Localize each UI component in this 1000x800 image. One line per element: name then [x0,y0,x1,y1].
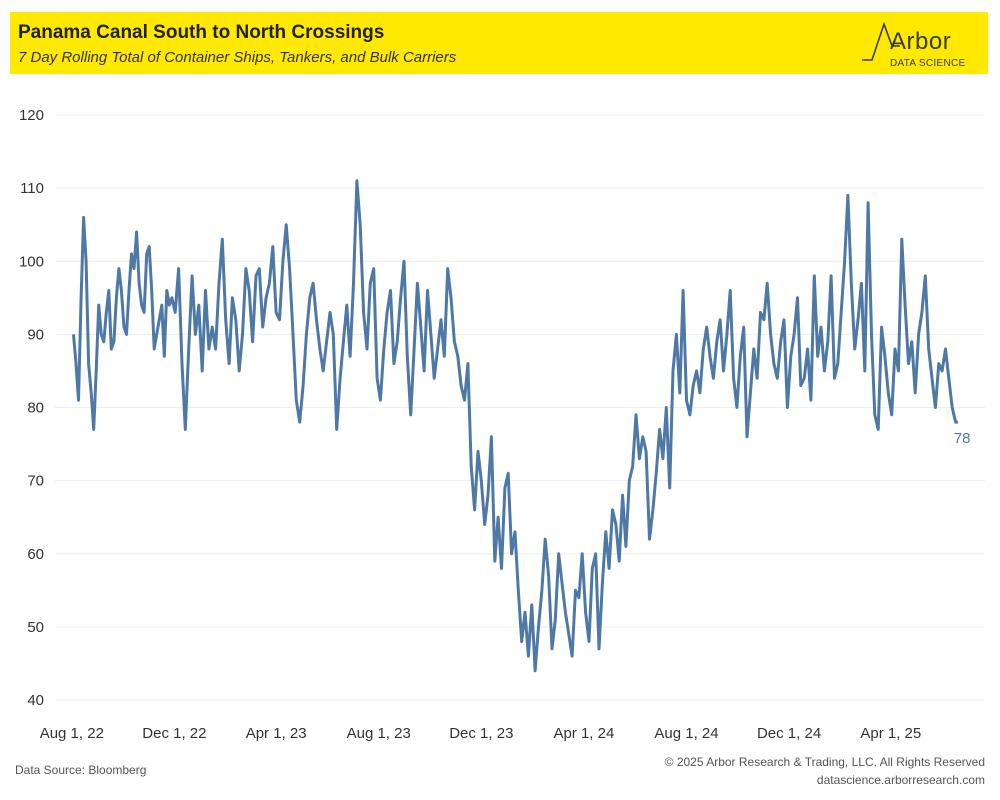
y-tick-label: 50 [27,619,44,636]
x-tick-label: Apr 1, 25 [860,725,921,742]
end-value-label: 78 [954,430,971,447]
x-tick-label: Apr 1, 23 [246,725,307,742]
y-tick-label: 120 [19,107,44,124]
title-banner: Panama Canal South to North Crossings 7 … [10,12,988,74]
x-axis-ticks: Aug 1, 22 Dec 1, 22 Apr 1, 23 Aug 1, 23 Dec … [40,725,922,742]
line-chart: 40 50 60 70 80 90 100 110 120 Aug 1, 22 Dec 1, 22… [19,107,985,742]
y-tick-label: 110 [20,180,44,197]
y-axis-ticks: 40 50 60 70 80 90 100 110 120 [19,107,44,709]
y-tick-label: 100 [19,253,44,270]
chart-subtitle: 7 Day Rolling Total of Container Ships, … [18,49,457,66]
x-tick-label: Dec 1, 23 [449,725,513,742]
chart-title: Panama Canal South to North Crossings [18,22,385,43]
arbor-logo: Arbor DATA SCIENCE [862,18,972,70]
x-tick-label: Aug 1, 23 [347,725,411,742]
y-tick-label: 40 [27,692,44,709]
gridlines [55,114,985,701]
logo-subtitle: DATA SCIENCE [890,58,966,69]
data-source: Data Source: Bloomberg [15,763,147,777]
x-tick-label: Aug 1, 24 [654,725,718,742]
y-tick-label: 70 [27,473,44,490]
x-tick-label: Dec 1, 22 [142,725,206,742]
logo-mark-icon [862,21,900,61]
x-tick-label: Aug 1, 22 [40,725,104,742]
y-tick-label: 60 [27,546,44,563]
y-tick-label: 90 [27,326,44,343]
x-tick-label: Apr 1, 24 [553,725,614,742]
y-tick-label: 80 [27,400,44,417]
website-url: datascience.arborresearch.com [816,773,985,787]
x-tick-label: Dec 1, 24 [757,725,821,742]
series-line [72,179,959,673]
logo-word: Arbor [890,28,952,55]
footer-credits: © 2025 Arbor Research & Trading, LLC. Al… [665,753,985,789]
copyright-text: © 2025 Arbor Research & Trading, LLC. Al… [664,755,985,769]
